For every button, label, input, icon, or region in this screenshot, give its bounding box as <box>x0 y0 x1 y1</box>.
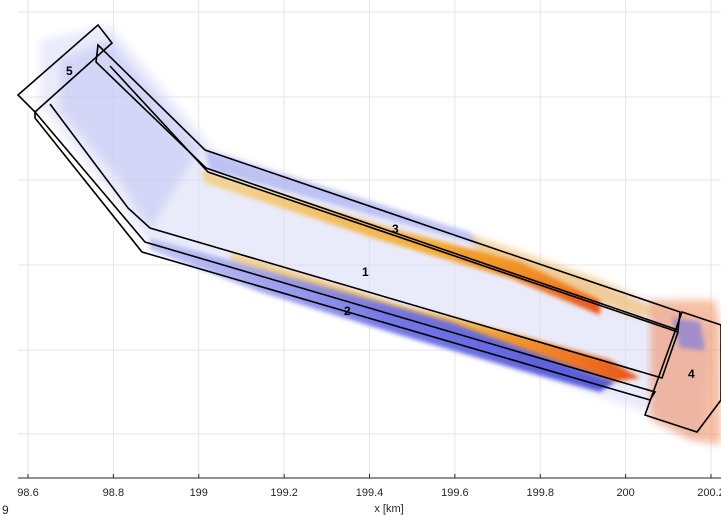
heatmap-east-patch <box>650 300 721 445</box>
region-labels: 5 3 1 2 4 <box>66 64 695 381</box>
x-tick-label: 200.2 <box>697 487 721 499</box>
heatmap-orange-band-upper <box>200 170 600 315</box>
region-label-4: 4 <box>688 367 695 381</box>
heatmap-orange-band-lower <box>230 252 640 382</box>
corner-label: 9 <box>2 503 9 515</box>
x-axis: 98.698.8199199.2199.4199.6199.8200200.2 … <box>17 474 721 515</box>
region-4-outline <box>643 310 721 433</box>
region-5-outline <box>16 23 114 114</box>
heatmap-blue-band <box>150 238 615 392</box>
x-tick-label: 199.4 <box>356 487 384 499</box>
region-label-5: 5 <box>66 64 73 78</box>
x-tick-label: 199 <box>190 487 208 499</box>
x-tick-label: 199.8 <box>526 487 554 499</box>
region-label-1: 1 <box>362 265 369 279</box>
region-label-3: 3 <box>392 222 399 236</box>
x-tick-group: 98.6 98.8 199 199.2 199.4 199.6 199.8 200 200.2 <box>17 474 721 499</box>
heatmap-nw-arm <box>60 40 200 230</box>
region-3-outline <box>95 43 681 332</box>
heatmap-east-patch-blue <box>672 318 705 350</box>
x-tick-label: 199.2 <box>270 487 298 499</box>
region-outlines <box>16 23 721 433</box>
x-axis-label: x [km] <box>374 503 403 515</box>
x-tick-label: 200 <box>616 487 634 499</box>
x-tick-label: 199.6 <box>441 487 469 499</box>
x-tick-label: 98.8 <box>103 487 124 499</box>
x-tick-label: 98.6 <box>17 487 38 499</box>
region-1-outline <box>49 65 680 379</box>
region-label-2: 2 <box>344 304 351 318</box>
